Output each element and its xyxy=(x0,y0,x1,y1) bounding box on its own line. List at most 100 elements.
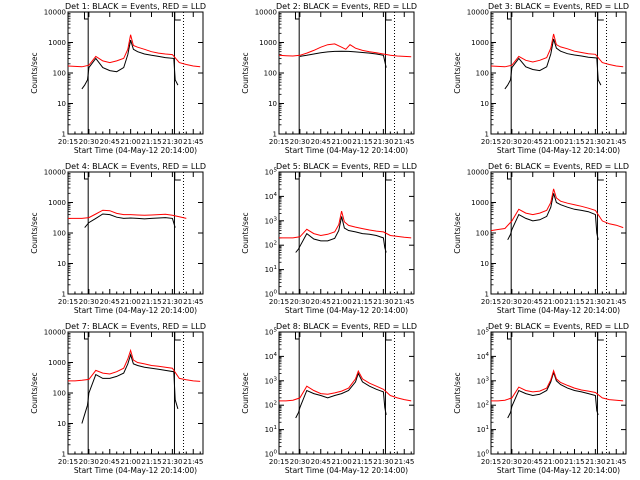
y-tick-label: 105 xyxy=(477,328,490,337)
x-tick-label: 20:15 xyxy=(58,138,78,146)
plot-frame xyxy=(278,331,415,455)
panel-title: Det 7: BLACK = Events, RED = LLD xyxy=(65,322,206,331)
y-tick-label: 101 xyxy=(265,265,277,274)
x-tick-label: 21:00 xyxy=(544,138,564,146)
lld-series-line xyxy=(67,34,201,68)
x-tick-label: 20:15 xyxy=(269,458,289,466)
flag-marker xyxy=(174,332,181,341)
x-tick-label: 21:45 xyxy=(183,458,203,466)
flag-marker xyxy=(385,12,392,21)
lld-series-line xyxy=(278,43,412,58)
x-tick-label: 21:15 xyxy=(141,298,161,306)
x-tick-label: 20:30 xyxy=(290,458,310,466)
x-axis-label: Start Time (04-May-12 20:14:00) xyxy=(497,466,620,475)
y-axis-label: Counts/sec xyxy=(453,372,462,413)
y-axis-label: Counts/sec xyxy=(453,52,462,93)
x-tick-label: 20:45 xyxy=(100,298,120,306)
panel-det-4: 20:15 20:30 20:45 21:00 21:15 21:30 21:45 1 10 10… xyxy=(30,162,206,315)
y-tick-label: 1000 xyxy=(48,199,66,207)
x-tick-label: 21:15 xyxy=(352,138,372,146)
lld-series-line xyxy=(491,369,624,402)
plot-frame xyxy=(278,171,415,295)
x-tick-label: 21:30 xyxy=(585,458,605,466)
x-tick-label: 20:15 xyxy=(481,298,501,306)
y-tick-label: 100 xyxy=(477,450,490,459)
panel-det-1: 20:15 20:30 20:45 21:00 21:15 21:30 21:45 1 10 10… xyxy=(30,2,206,155)
plot-frame xyxy=(490,331,627,455)
x-axis-label: Start Time (04-May-12 20:14:00) xyxy=(497,306,620,315)
y-tick-label: 100 xyxy=(265,450,278,459)
x-axis-label: Start Time (04-May-12 20:14:00) xyxy=(497,146,620,155)
y-tick-label: 10 xyxy=(480,100,489,108)
flag-marker xyxy=(83,172,89,180)
x-tick-label: 20:45 xyxy=(523,298,543,306)
x-tick-label: 20:30 xyxy=(502,138,522,146)
x-tick-label: 21:00 xyxy=(544,458,564,466)
x-tick-label: 21:45 xyxy=(394,458,414,466)
y-tick-label: 10000 xyxy=(255,9,277,17)
x-tick-label: 20:15 xyxy=(269,298,289,306)
x-tick-label: 21:30 xyxy=(162,298,182,306)
flag-marker xyxy=(385,332,392,341)
y-tick-label: 100 xyxy=(264,70,277,78)
y-tick-label: 101 xyxy=(265,425,277,434)
x-axis-label: Start Time (04-May-12 20:14:00) xyxy=(285,146,408,155)
x-tick-label: 21:00 xyxy=(121,138,141,146)
lld-series-line xyxy=(279,210,412,239)
y-tick-label: 1 xyxy=(485,291,489,299)
x-tick-label: 21:15 xyxy=(352,298,372,306)
y-tick-label: 1000 xyxy=(471,199,489,207)
y-tick-label: 10 xyxy=(57,260,66,268)
y-tick-label: 100 xyxy=(265,290,278,299)
x-tick-label: 21:45 xyxy=(394,138,414,146)
y-tick-label: 1 xyxy=(62,291,66,299)
panel-title: Det 9: BLACK = Events, RED = LLD xyxy=(488,322,629,331)
events-series-line xyxy=(295,216,387,253)
panel-det-7: 20:15 20:30 20:45 21:00 21:15 21:30 21:45 1 10 10… xyxy=(30,322,206,475)
x-axis-label: Start Time (04-May-12 20:14:00) xyxy=(74,466,197,475)
events-series-line xyxy=(295,372,387,419)
events-series-line xyxy=(507,370,599,419)
flag-marker xyxy=(385,172,392,181)
x-tick-label: 21:45 xyxy=(394,298,414,306)
y-tick-label: 100 xyxy=(53,390,66,398)
x-tick-label: 21:30 xyxy=(162,458,182,466)
flag-marker xyxy=(597,172,604,181)
panel-det-6: 20:15 20:30 20:45 21:00 21:15 21:30 21:45 1 10 10… xyxy=(453,162,629,315)
y-tick-label: 1 xyxy=(485,131,489,139)
y-tick-label: 102 xyxy=(477,401,489,410)
x-tick-label: 20:45 xyxy=(523,458,543,466)
x-tick-label: 21:15 xyxy=(141,138,161,146)
x-tick-label: 20:15 xyxy=(481,458,501,466)
y-tick-label: 1 xyxy=(62,131,66,139)
x-tick-label: 20:15 xyxy=(481,138,501,146)
y-axis-label: Counts/sec xyxy=(241,52,250,93)
y-tick-label: 105 xyxy=(265,328,278,337)
x-tick-label: 21:30 xyxy=(162,138,182,146)
x-tick-label: 20:45 xyxy=(100,458,120,466)
panel-title: Det 8: BLACK = Events, RED = LLD xyxy=(276,322,417,331)
x-tick-label: 20:30 xyxy=(290,138,310,146)
x-tick-label: 20:15 xyxy=(58,458,78,466)
y-tick-label: 105 xyxy=(265,168,278,177)
x-tick-label: 21:15 xyxy=(564,298,584,306)
y-tick-label: 10 xyxy=(480,260,489,268)
x-tick-label: 21:45 xyxy=(183,298,203,306)
x-tick-label: 21:15 xyxy=(141,458,161,466)
panel-title: Det 3: BLACK = Events, RED = LLD xyxy=(488,2,629,11)
x-tick-label: 20:30 xyxy=(79,298,99,306)
flag-marker xyxy=(506,12,512,20)
y-tick-label: 1000 xyxy=(48,39,66,47)
events-series-line xyxy=(507,193,599,241)
x-tick-label: 20:30 xyxy=(290,298,310,306)
x-tick-label: 21:15 xyxy=(564,138,584,146)
y-tick-label: 1 xyxy=(62,451,66,459)
lld-series-line xyxy=(68,209,187,219)
panel-title: Det 4: BLACK = Events, RED = LLD xyxy=(65,162,206,171)
x-tick-label: 21:00 xyxy=(332,458,352,466)
y-tick-label: 100 xyxy=(53,70,66,78)
y-tick-label: 101 xyxy=(477,425,489,434)
flag-marker xyxy=(294,12,300,20)
x-tick-label: 21:15 xyxy=(564,458,584,466)
y-tick-label: 104 xyxy=(265,352,278,361)
